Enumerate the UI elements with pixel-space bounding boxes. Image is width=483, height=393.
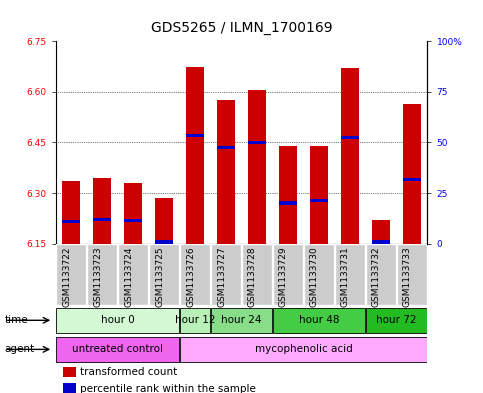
- Bar: [273, 308, 365, 333]
- Bar: [62, 181, 80, 244]
- Text: GSM1133724: GSM1133724: [124, 246, 133, 307]
- Bar: [397, 244, 427, 305]
- Text: GSM1133727: GSM1133727: [217, 246, 226, 307]
- Bar: [118, 244, 148, 305]
- Bar: [335, 244, 365, 305]
- Bar: [341, 136, 359, 139]
- Bar: [211, 308, 272, 333]
- Text: GDS5265 / ILMN_1700169: GDS5265 / ILMN_1700169: [151, 21, 332, 35]
- Text: GSM1133731: GSM1133731: [341, 246, 350, 307]
- Bar: [93, 218, 112, 221]
- Bar: [56, 244, 86, 305]
- Text: GSM1133729: GSM1133729: [279, 246, 288, 307]
- Bar: [149, 244, 179, 305]
- Bar: [186, 66, 204, 244]
- Bar: [248, 90, 266, 244]
- Bar: [211, 244, 241, 305]
- Bar: [93, 178, 112, 244]
- Bar: [341, 68, 359, 244]
- Bar: [248, 141, 266, 144]
- Bar: [366, 244, 396, 305]
- Text: GSM1133732: GSM1133732: [372, 246, 381, 307]
- Bar: [273, 244, 303, 305]
- Bar: [56, 308, 179, 333]
- Text: GSM1133723: GSM1133723: [93, 246, 102, 307]
- Bar: [186, 134, 204, 138]
- Bar: [56, 337, 179, 362]
- Text: GSM1133725: GSM1133725: [155, 246, 164, 307]
- Text: hour 24: hour 24: [221, 315, 262, 325]
- Bar: [304, 244, 334, 305]
- Bar: [279, 202, 297, 205]
- Bar: [403, 104, 421, 244]
- Bar: [155, 198, 173, 244]
- Bar: [124, 219, 142, 222]
- Text: hour 72: hour 72: [376, 315, 417, 325]
- Text: GSM1133730: GSM1133730: [310, 246, 319, 307]
- Bar: [63, 367, 76, 377]
- Bar: [242, 244, 272, 305]
- Text: GSM1133728: GSM1133728: [248, 246, 257, 307]
- Text: hour 48: hour 48: [298, 315, 339, 325]
- Bar: [372, 220, 390, 244]
- Bar: [217, 146, 235, 149]
- Bar: [87, 244, 117, 305]
- Text: GSM1133726: GSM1133726: [186, 246, 195, 307]
- Text: hour 0: hour 0: [100, 315, 134, 325]
- Text: percentile rank within the sample: percentile rank within the sample: [80, 384, 256, 393]
- Bar: [372, 240, 390, 244]
- Bar: [62, 220, 80, 224]
- Text: time: time: [5, 315, 28, 325]
- Bar: [124, 183, 142, 244]
- Text: mycophenolic acid: mycophenolic acid: [255, 344, 353, 354]
- Text: transformed count: transformed count: [80, 367, 177, 377]
- Bar: [310, 199, 328, 202]
- Bar: [180, 337, 427, 362]
- Bar: [310, 146, 328, 244]
- Text: GSM1133733: GSM1133733: [403, 246, 412, 307]
- Text: untreated control: untreated control: [72, 344, 163, 354]
- Bar: [180, 244, 210, 305]
- Bar: [279, 146, 297, 244]
- Text: agent: agent: [5, 344, 35, 354]
- Text: GSM1133722: GSM1133722: [62, 246, 71, 307]
- Bar: [217, 100, 235, 244]
- Bar: [155, 240, 173, 244]
- Bar: [366, 308, 427, 333]
- Text: hour 12: hour 12: [175, 315, 215, 325]
- Bar: [180, 308, 210, 333]
- Bar: [403, 178, 421, 181]
- Bar: [63, 384, 76, 393]
